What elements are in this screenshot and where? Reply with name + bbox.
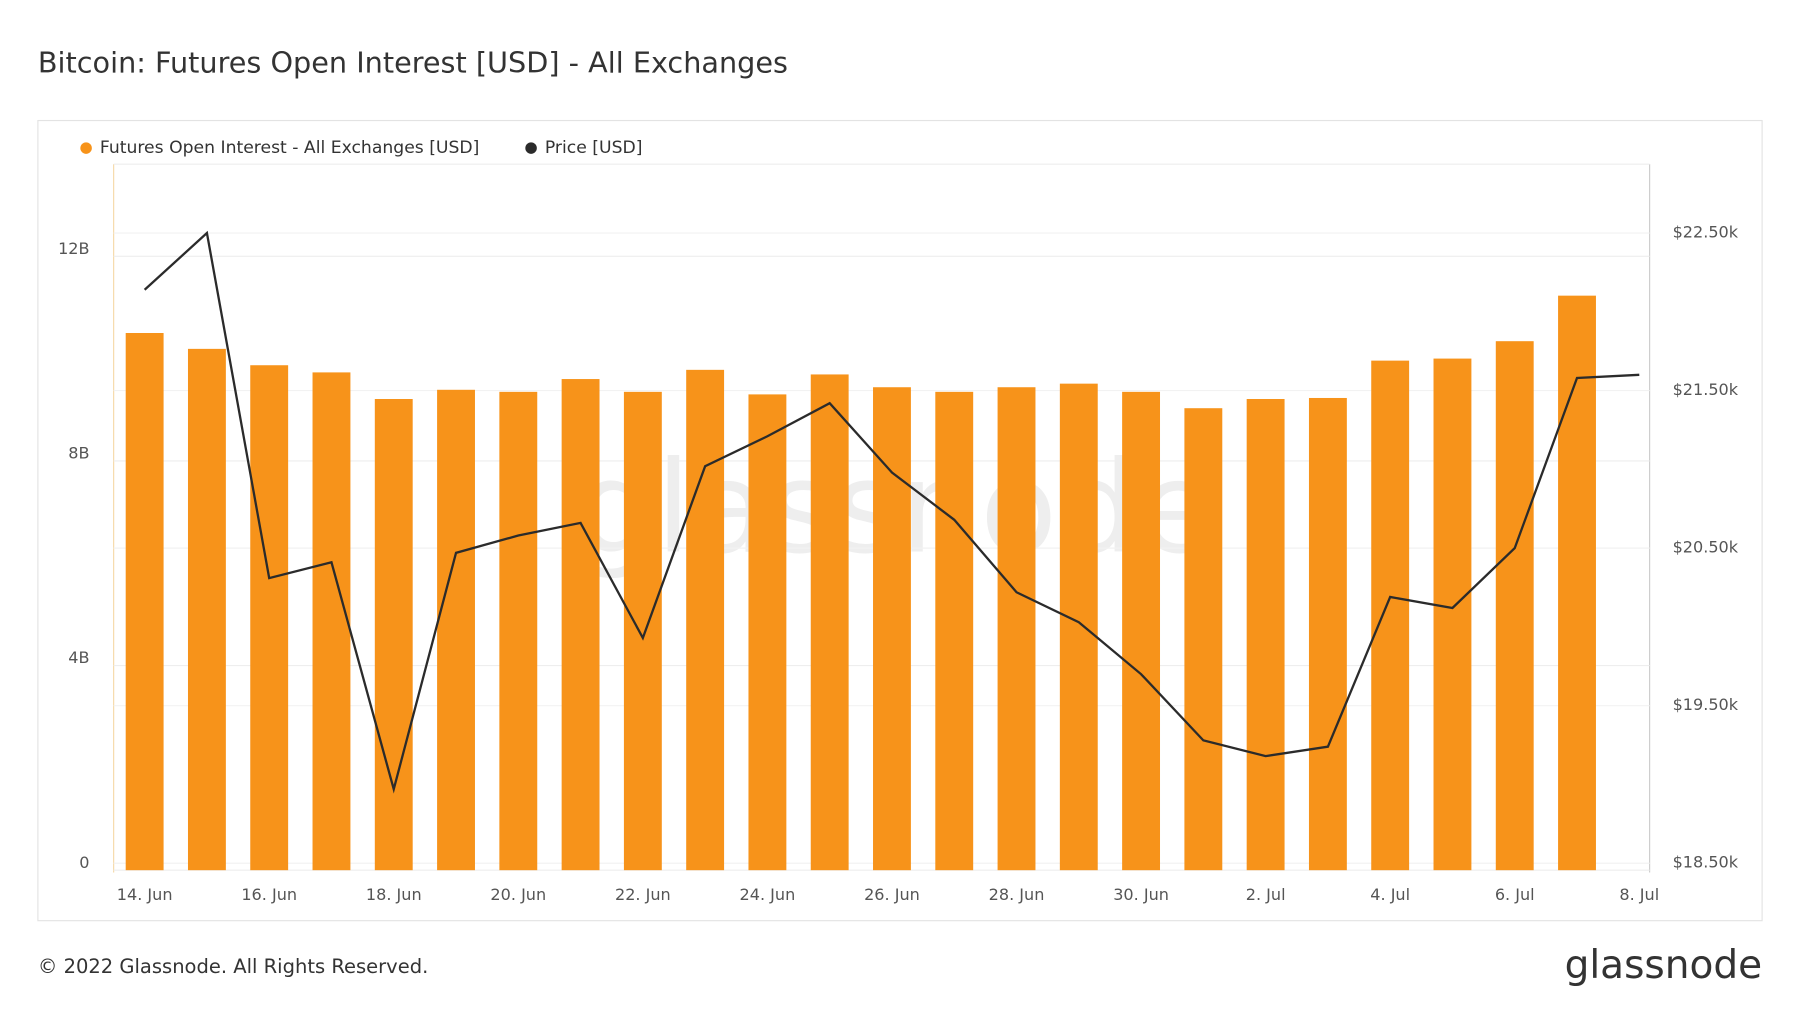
- x-tick-label: 14. Jun: [117, 885, 173, 904]
- chart-title: Bitcoin: Futures Open Interest [USD] - A…: [38, 45, 788, 79]
- bar: [997, 387, 1036, 871]
- bar: [1184, 408, 1223, 871]
- bar: [1246, 398, 1285, 871]
- x-tick-label: 26. Jun: [864, 885, 920, 904]
- bar: [935, 391, 974, 871]
- bar: [686, 369, 725, 871]
- y-tick-label: 8B: [68, 444, 89, 463]
- x-tick-label: 2. Jul: [1246, 885, 1286, 904]
- bar: [1371, 360, 1410, 871]
- x-tick-label: 30. Jun: [1113, 885, 1169, 904]
- y2-tick-label: $21.50k: [1673, 380, 1739, 399]
- legend-label: Futures Open Interest - All Exchanges [U…: [100, 138, 480, 158]
- y2-tick-label: $19.50k: [1673, 695, 1739, 714]
- y2-tick-label: $18.50k: [1673, 853, 1739, 872]
- y2-tick-label: $20.50k: [1673, 538, 1739, 557]
- logo: glassnode: [1565, 943, 1763, 988]
- price-line: [143, 230, 1640, 794]
- y-tick-label: 4B: [68, 648, 89, 667]
- bar: [1059, 383, 1098, 871]
- bar: [187, 348, 226, 871]
- y-tick-label: 12B: [58, 239, 89, 258]
- legend-marker: [525, 142, 537, 154]
- bar: [1122, 391, 1161, 871]
- x-tick-label: 4. Jul: [1370, 885, 1410, 904]
- y2-tick-label: $22.50k: [1673, 223, 1739, 242]
- x-tick-label: 24. Jun: [740, 885, 796, 904]
- x-tick-label: 20. Jun: [490, 885, 546, 904]
- bar: [1433, 358, 1472, 871]
- x-tick-label: 16. Jun: [241, 885, 297, 904]
- bar: [312, 372, 351, 871]
- x-tick-label: 18. Jun: [366, 885, 422, 904]
- bar: [561, 379, 600, 871]
- bar: [810, 374, 849, 871]
- x-tick-label: 28. Jun: [989, 885, 1045, 904]
- x-tick-label: 22. Jun: [615, 885, 671, 904]
- bar: [374, 398, 413, 871]
- x-tick-label: 8. Jul: [1619, 885, 1659, 904]
- x-tick-label: 6. Jul: [1495, 885, 1535, 904]
- bar: [748, 394, 787, 871]
- bar: [623, 391, 662, 871]
- y-tick-label: 0: [79, 853, 89, 872]
- bar: [1495, 341, 1534, 871]
- bar: [250, 365, 289, 871]
- legend-label: Price [USD]: [545, 138, 643, 158]
- bar: [499, 391, 538, 871]
- bar: [125, 333, 164, 871]
- copyright: © 2022 Glassnode. All Rights Reserved.: [38, 955, 428, 978]
- bar: [1308, 397, 1347, 871]
- legend-marker: [80, 142, 92, 154]
- bar: [437, 389, 475, 871]
- bar: [1558, 295, 1596, 871]
- bar: [873, 387, 911, 871]
- chart-panel: [37, 119, 1763, 922]
